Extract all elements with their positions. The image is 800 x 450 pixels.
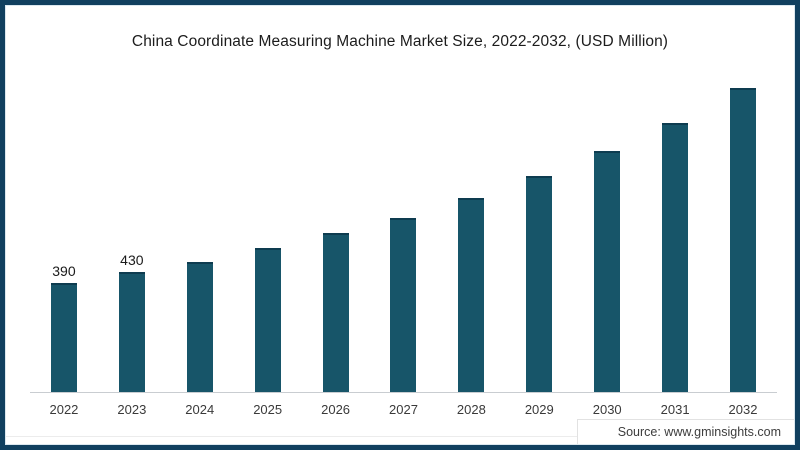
x-axis-label-2028: 2028 <box>456 402 486 417</box>
bar-column-2026 <box>302 56 370 392</box>
bar-column-2023: 430 <box>98 56 166 392</box>
bar-value-label-2022: 390 <box>52 263 76 279</box>
x-axis-label-2025: 2025 <box>253 402 283 417</box>
bar-2029 <box>526 176 553 392</box>
bar-2022 <box>50 283 77 392</box>
footer-divider <box>5 436 795 437</box>
bar-2028 <box>458 198 485 392</box>
x-axis-label-2027: 2027 <box>389 402 418 417</box>
bar-column-2027 <box>370 56 438 392</box>
chart-title: China Coordinate Measuring Machine Marke… <box>131 33 669 50</box>
bar-2026 <box>322 233 349 392</box>
bar-column-2028 <box>437 56 505 392</box>
x-axis-label-2026: 2026 <box>321 402 351 417</box>
source-label: Source: www.gminsights.com <box>617 425 781 439</box>
bar-2025 <box>254 248 281 392</box>
source-box: Source: www.gminsights.com <box>576 419 795 445</box>
x-axis-label-2032: 2032 <box>728 402 758 417</box>
x-axis-label-2029: 2029 <box>524 402 554 417</box>
bar-column-2031 <box>641 56 709 392</box>
bar-column-2030 <box>573 56 641 392</box>
bar-2027 <box>390 218 417 392</box>
bar-2031 <box>662 123 689 392</box>
bar-2030 <box>594 151 621 392</box>
bar-chart: 390 430 2022 2023 2024 2025 2026 2027 2028 2029 2… <box>30 56 777 417</box>
bar-2023 <box>118 272 145 392</box>
bar-2032 <box>730 88 757 392</box>
bar-column-2032 <box>709 56 777 392</box>
x-axis-label-2030: 2030 <box>592 402 622 417</box>
x-axis-label-2022: 2022 <box>49 402 79 417</box>
bar-column-2022: 390 <box>30 56 98 392</box>
bar-column-2029 <box>505 56 573 392</box>
bar-value-label-2023: 430 <box>120 252 144 268</box>
bar-2024 <box>186 262 213 392</box>
bar-column-2024 <box>166 56 234 392</box>
x-axis-label-2024: 2024 <box>185 402 215 417</box>
x-axis-labels: 2022 2023 2024 2025 2026 2027 2028 2029 2030 2031… <box>30 393 777 417</box>
bars-container: 390 430 <box>30 56 777 393</box>
bar-column-2025 <box>234 56 302 392</box>
x-axis-label-2031: 2031 <box>660 402 690 417</box>
x-axis-label-2023: 2023 <box>117 402 147 417</box>
